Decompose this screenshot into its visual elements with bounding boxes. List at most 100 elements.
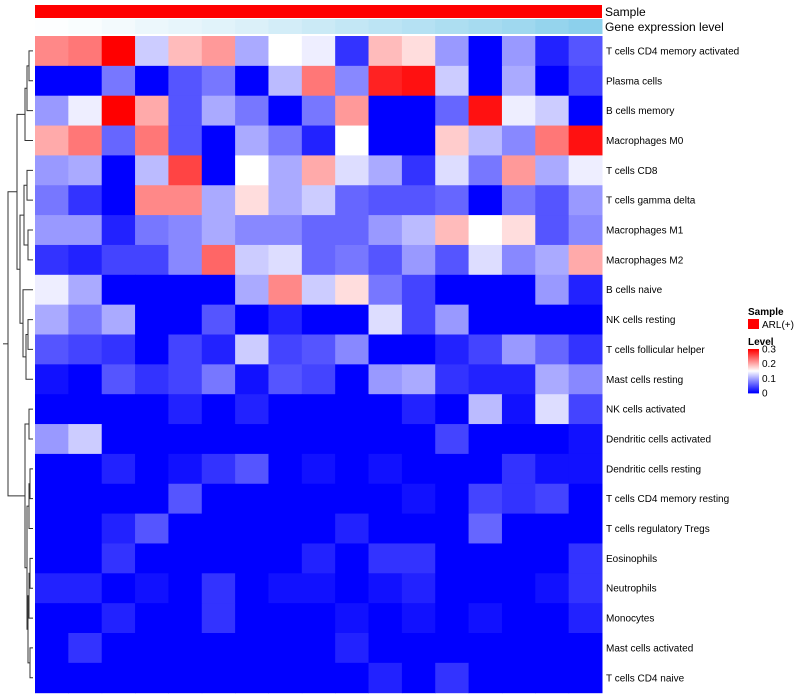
legend-tick-label: 0.3 [762, 345, 776, 356]
legend-scale-step [748, 386, 759, 388]
heatmap-cell [101, 125, 136, 156]
heatmap-cell [201, 573, 236, 604]
heatmap-cell [435, 424, 470, 455]
heatmap-cell [501, 155, 536, 186]
row-label: B cells naive [606, 285, 663, 296]
heatmap-cell [201, 453, 236, 485]
legend-ticks: 0.3 0.2 0.1 0 [762, 345, 776, 400]
heatmap-cell [68, 513, 103, 544]
heatmap-cell [435, 185, 470, 216]
legend-scale-step [748, 356, 759, 358]
heatmap-cell [235, 633, 269, 664]
heatmap-cell [568, 155, 603, 186]
heatmap-cell [235, 424, 269, 455]
heatmap-cell [68, 662, 103, 694]
legend-scale-step [748, 372, 759, 374]
heatmap-cell [35, 155, 69, 186]
heatmap-cell [468, 125, 503, 156]
heatmap-cell [501, 125, 536, 156]
heatmap-cell [368, 274, 403, 306]
heatmap-cell [68, 453, 103, 485]
heatmap-cell [501, 364, 536, 395]
row-label: T cells CD8 [606, 166, 658, 177]
legend-tick-label: 0.1 [762, 374, 776, 385]
heatmap-cell [368, 394, 403, 425]
heatmap-cell [435, 364, 470, 395]
heatmap-cell [135, 603, 169, 634]
heatmap-cell [535, 95, 570, 127]
heatmap-cell [535, 274, 570, 306]
heatmap-cell [468, 364, 503, 395]
heatmap-cell [35, 543, 69, 574]
row-label: Dendritic cells resting [606, 464, 701, 475]
heatmap-cell [368, 215, 403, 246]
legend-scale-step [748, 374, 759, 376]
heatmap-cell [101, 65, 136, 97]
heatmap-cell [535, 364, 570, 395]
legend-scale-step [748, 388, 759, 390]
heatmap-cell [435, 274, 470, 306]
heatmap-cell [501, 394, 536, 425]
heatmap-cell [568, 573, 603, 604]
heatmap-cell [335, 65, 370, 97]
heatmap-cell [168, 394, 203, 425]
heatmap-cell [568, 304, 603, 335]
heatmap-cell [301, 603, 336, 634]
row-label: Mast cells resting [606, 375, 683, 386]
heatmap-cell [535, 662, 570, 694]
heatmap-cell [368, 36, 403, 67]
heatmap-cell [468, 603, 503, 634]
heatmap-cell [235, 573, 269, 604]
legend-scale-step [748, 375, 759, 377]
heatmap-cell [135, 304, 169, 335]
heatmap-cell [535, 424, 570, 455]
heatmap-cell [368, 185, 403, 216]
heatmap-cell [168, 334, 203, 365]
legend-scale-step [748, 392, 759, 394]
heatmap-cell [35, 304, 69, 335]
legend-scale-step [748, 391, 759, 393]
heatmap-cell [301, 513, 336, 544]
heatmap-cell [435, 155, 470, 186]
heatmap-cell [568, 215, 603, 246]
heatmap-cell [35, 633, 69, 664]
heatmap-cell [368, 633, 403, 664]
heatmap-cell [268, 185, 303, 216]
heatmap-cell [235, 125, 269, 156]
heatmap-cell [568, 95, 603, 127]
heatmap-cell [335, 573, 370, 604]
heatmap-cell [568, 662, 603, 694]
heatmap-cell [301, 633, 336, 664]
heatmap-cell [168, 483, 203, 515]
expression-annotation-cell [501, 19, 536, 34]
heatmap-cell [35, 65, 69, 97]
heatmap-cell [435, 244, 470, 276]
legend-scale-step [748, 368, 759, 370]
row-label: Monocytes [606, 614, 654, 625]
dendrogram-branch [29, 557, 33, 589]
legend-scale-step [748, 369, 759, 371]
heatmap-cell [535, 394, 570, 425]
heatmap-cell [335, 453, 370, 485]
heatmap-cell [235, 185, 269, 216]
heatmap-cell [101, 424, 136, 455]
heatmap-cell [535, 603, 570, 634]
heatmap-cell [201, 244, 236, 276]
heatmap-cell [501, 304, 536, 335]
legend-scale-step [748, 361, 759, 363]
heatmap-cell [135, 453, 169, 485]
heatmap-cell [135, 65, 169, 97]
heatmap-cell [535, 65, 570, 97]
heatmap-cells [35, 36, 603, 694]
heatmap-cell [35, 424, 69, 455]
heatmap-cell [435, 65, 470, 97]
heatmap-cell [535, 185, 570, 216]
heatmap-cell [301, 36, 336, 67]
heatmap-cell [568, 603, 603, 634]
expression-annotation-cell [535, 19, 570, 34]
legend-scale-step [748, 371, 759, 373]
heatmap-cell [101, 394, 136, 425]
heatmap-cell [35, 95, 69, 127]
heatmap-cell [268, 244, 303, 276]
legend-scale-step [748, 373, 759, 375]
